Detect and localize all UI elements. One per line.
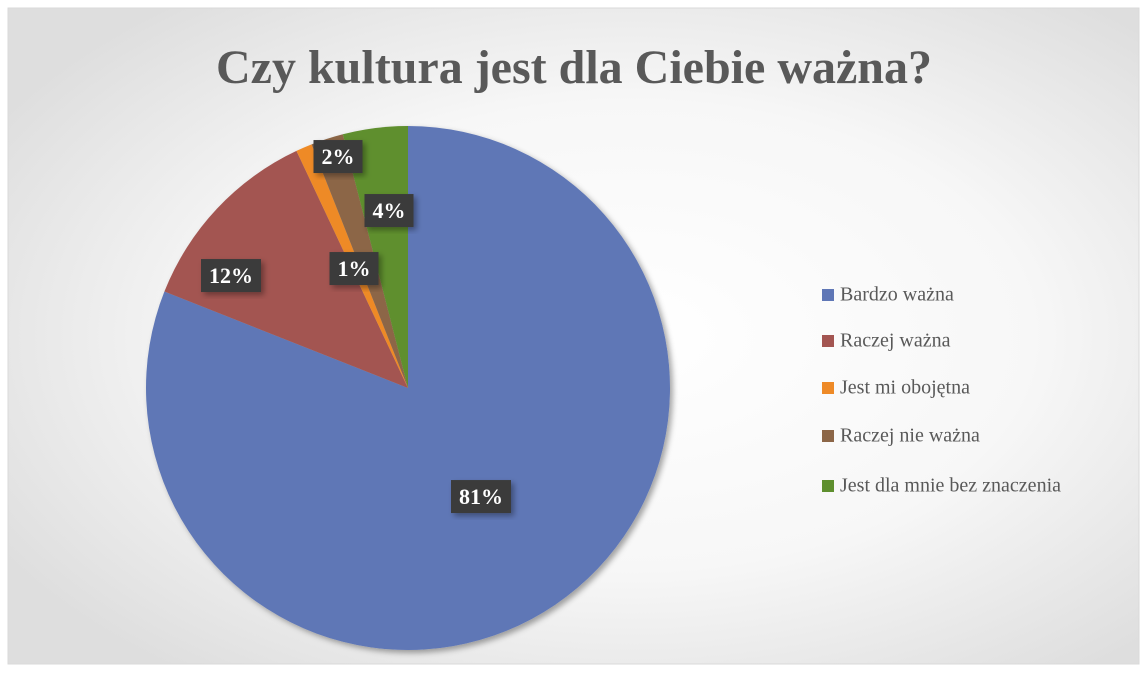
legend-label: Raczej nie ważna xyxy=(840,425,980,447)
legend-label: Raczej ważna xyxy=(840,330,951,352)
legend-swatch xyxy=(822,430,834,442)
legend-swatch xyxy=(822,480,834,492)
data-label: 1% xyxy=(338,256,371,281)
data-label-box xyxy=(451,480,511,514)
legend-label: Bardzo ważna xyxy=(840,284,954,306)
data-label-box xyxy=(329,252,379,286)
data-label: 12% xyxy=(209,263,253,288)
legend-swatch xyxy=(822,289,834,301)
pie-slice xyxy=(164,150,408,388)
data-label: 2% xyxy=(322,144,355,169)
data-label: 81% xyxy=(459,484,503,509)
chart-title: Czy kultura jest dla Ciebie ważna? xyxy=(216,41,932,94)
legend-label: Jest dla mnie bez znaczenia xyxy=(840,475,1061,497)
pie-slice xyxy=(145,126,671,651)
data-label-box xyxy=(364,194,414,228)
pie xyxy=(145,126,671,651)
legend-label: Jest mi obojętna xyxy=(840,377,970,399)
data-label-box xyxy=(201,259,261,293)
legend-swatch xyxy=(822,382,834,394)
data-label: 4% xyxy=(373,198,406,223)
data-label-box xyxy=(313,140,363,174)
legend-swatch xyxy=(822,335,834,347)
